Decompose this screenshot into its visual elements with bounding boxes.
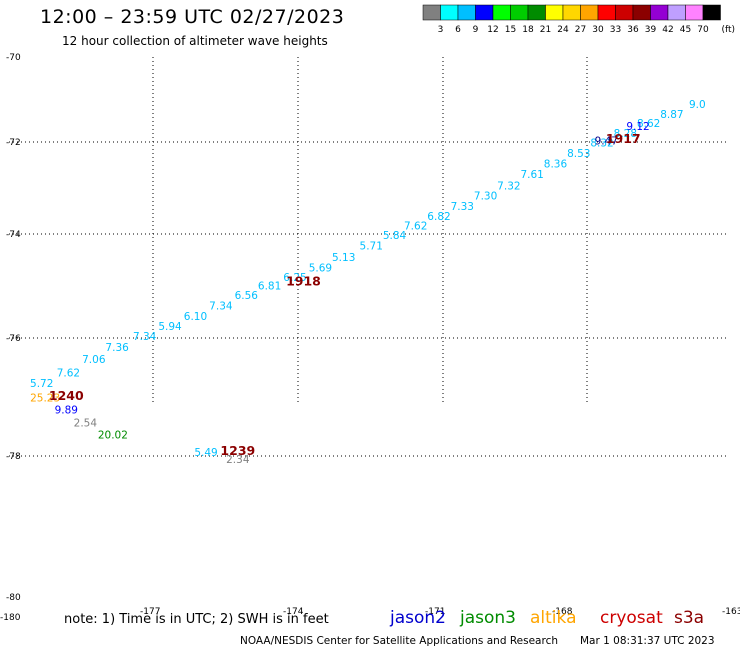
legend-jason2: jason2 (390, 608, 446, 628)
footer-note: note: 1) Time is in UTC; 2) SWH is in fe… (64, 612, 329, 627)
swh-data-label: 8.32 (590, 138, 613, 150)
colorbar-swatch (702, 4, 721, 21)
y-tick-label: -76 (6, 334, 21, 344)
generated-timestamp: Mar 1 08:31:37 UTC 2023 (580, 635, 715, 647)
swh-data-label: 9.47 (595, 135, 618, 147)
swh-data-label: 6.82 (427, 211, 450, 223)
colorbar-label: 18 (522, 25, 534, 35)
pass-time-label: 1240 (49, 388, 84, 403)
colorbar-label: 36 (627, 25, 639, 35)
colorbar-label: 39 (645, 25, 657, 35)
x-tick-label: -177 (140, 607, 160, 617)
colorbar-label: 24 (557, 25, 569, 35)
y-tick-label: -78 (6, 452, 21, 462)
swh-data-label: 5.49 (194, 447, 217, 459)
pass-time-label: 1918 (286, 273, 321, 288)
swh-data-label: 6.25 (283, 272, 306, 284)
swh-data-label: 8.53 (567, 148, 590, 160)
y-tick-label: -70 (6, 53, 21, 63)
legend-jason3: jason3 (460, 608, 516, 628)
swh-data-label: 5.72 (30, 378, 53, 390)
swh-data-label: 8.36 (544, 158, 568, 170)
legend-altika: altika (530, 608, 577, 628)
swh-data-label: 7.62 (404, 220, 427, 232)
colorbar-label: 45 (680, 25, 691, 35)
legend-cryosat: cryosat (600, 608, 663, 628)
pass-time-label: 1239 (220, 443, 255, 458)
y-tick-label: -74 (6, 230, 21, 240)
x-tick-label: -174 (283, 607, 304, 617)
chart-subtitle: 12 hour collection of altimeter wave hei… (62, 34, 328, 48)
x-tick-label: -163 (722, 607, 740, 617)
swh-data-label: 7.62 (57, 367, 80, 379)
colorbar-unit: (ft) (721, 25, 735, 35)
swh-data-label: 7.30 (474, 191, 497, 203)
swh-data-label: 9.0 (689, 99, 706, 111)
swh-data-label: 5.69 (309, 262, 332, 274)
color-scale-bar: 3 6 9 12 15 18 21 24 27 30 33 36 39 42 45 70 (ft) (422, 4, 735, 35)
swh-data-label: 5.13 (332, 252, 355, 264)
legend-s3a: s3a (674, 608, 705, 628)
swh-data-label: 6.81 (258, 281, 281, 293)
swh-data-label: 9.89 (55, 405, 78, 417)
swh-data-label: 2.54 (74, 418, 98, 430)
colorbar-label: 27 (575, 25, 586, 35)
credit-text: NOAA/NESDIS Center for Satellite Applica… (240, 635, 558, 647)
swh-data-label: 8.28 (614, 128, 637, 140)
swh-data-label: 7.06 (82, 354, 106, 366)
swh-data-label: 7.33 (451, 201, 474, 213)
colorbar-label: 42 (662, 25, 673, 35)
chart-title: 12:00 – 23:59 UTC 02/27/2023 (40, 6, 345, 28)
y-tick-label: -72 (6, 138, 21, 148)
swh-data-label: 6.56 (235, 290, 259, 302)
colorbar-label: 12 (487, 25, 498, 35)
swh-data-label: 7.61 (520, 169, 543, 181)
swh-data-label: 2.34 (226, 454, 250, 466)
swh-data-label: 7.36 (105, 342, 129, 354)
y-tick-label: -80 (6, 593, 21, 603)
swh-data-label: 5.94 (158, 321, 182, 333)
colorbar-label: 6 (455, 25, 461, 35)
colorbar-label: 30 (592, 25, 604, 35)
swh-data-label: 5.84 (383, 230, 407, 242)
swh-data-label: 8.87 (660, 109, 683, 121)
swh-data-label: 7.34 (209, 300, 233, 312)
swh-data-label: 9.12 (626, 121, 649, 133)
colorbar-label: 21 (540, 25, 551, 35)
swh-data-label: 7.32 (497, 180, 520, 192)
swh-data-label: 7.34 (133, 331, 157, 343)
pass-time-label: 1917 (606, 131, 641, 146)
colorbar-label: 33 (610, 25, 621, 35)
swh-data-label: 20.02 (98, 429, 128, 441)
swh-data-label: 25.23 (30, 393, 60, 405)
colorbar-label: 3 (438, 25, 444, 35)
x-tick-label: -168 (552, 607, 573, 617)
colorbar-label: 15 (505, 25, 516, 35)
x-tick-label: -180 (0, 613, 21, 623)
swh-data-label: 8.62 (637, 118, 660, 130)
x-tick-label: -171 (425, 607, 445, 617)
swh-data-label: 5.71 (360, 241, 383, 253)
swh-data-label: 6.10 (184, 311, 207, 323)
colorbar-label: 70 (697, 25, 709, 35)
colorbar-label: 9 (473, 25, 479, 35)
